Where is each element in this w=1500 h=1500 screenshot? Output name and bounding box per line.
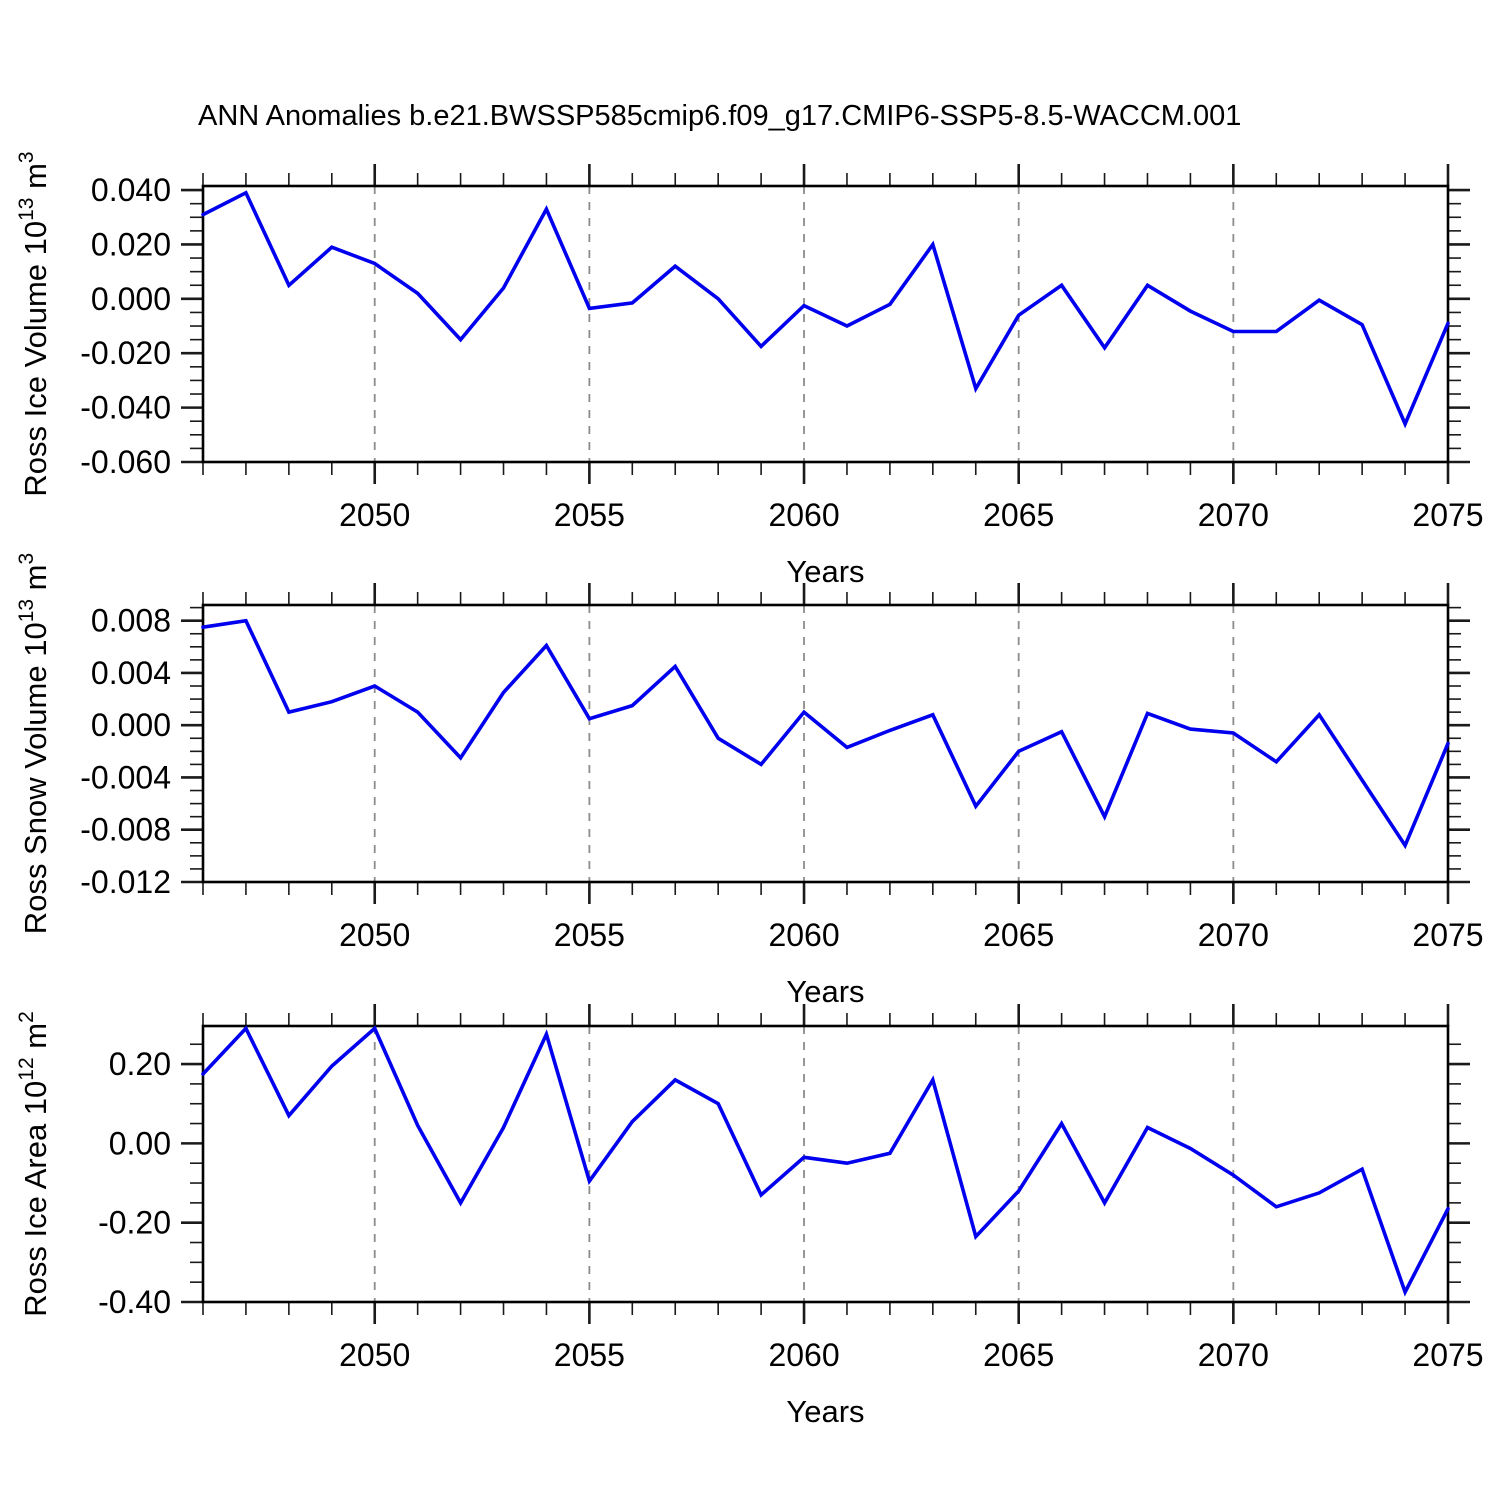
x-axis-tick-label: 2075 <box>1412 917 1483 953</box>
y-axis-tick-label: -0.008 <box>80 812 171 848</box>
x-axis-tick-label: 2065 <box>983 1337 1054 1373</box>
x-axis-tick-label: 2070 <box>1198 1337 1269 1373</box>
x-axis-tick-label: 2065 <box>983 497 1054 533</box>
panel-1-ross-ice-volume: 0.040 0.020 0.000 -0.020 -0.040 -0.060 2050 205… <box>15 151 1484 589</box>
x-axis-tick-label: 2065 <box>983 917 1054 953</box>
gridlines <box>373 186 1235 462</box>
x-axis-title: Years <box>786 1394 864 1429</box>
x-axis-tick-label: 2050 <box>339 917 410 953</box>
y-axis-tick-label: 0.20 <box>109 1046 171 1082</box>
y-axis-tick-label: -0.012 <box>80 864 171 900</box>
y-axis-tick-label: -0.004 <box>80 759 171 795</box>
x-axis-tick-label: 2070 <box>1198 917 1269 953</box>
x-axis-tick-label: 2050 <box>339 1337 410 1373</box>
x-axis-tick-label: 2060 <box>768 1337 839 1373</box>
y-axis-tick-label: -0.40 <box>98 1284 171 1320</box>
x-axis-tick-label: 2075 <box>1412 497 1483 533</box>
gridlines <box>373 605 1235 882</box>
panel-3-ross-ice-area: 0.20 0.00 -0.20 -0.40 2050 2055 2060 2065 2070 20… <box>15 1004 1484 1429</box>
chart-title: ANN Anomalies b.e21.BWSSP585cmip6.f09_g1… <box>198 100 1242 132</box>
y-axis-tick-label: 0.008 <box>91 603 171 639</box>
y-axis-title: Ross Ice Volume 1013 m3 <box>15 151 53 496</box>
plot-frame <box>201 184 1450 464</box>
x-axis-tick-label: 2050 <box>339 497 410 533</box>
y-axis-tick-label: 0.000 <box>91 281 171 317</box>
axis-ticks <box>181 1004 1470 1324</box>
x-axis-tick-label: 2060 <box>768 497 839 533</box>
plot-frame <box>201 1024 1450 1304</box>
y-axis-tick-label: -0.060 <box>80 444 171 480</box>
y-axis-tick-label: 0.000 <box>91 707 171 743</box>
axis-ticks <box>181 583 1470 904</box>
x-axis-tick-label: 2055 <box>554 917 625 953</box>
y-axis-title: Ross Ice Area 1012 m2 <box>15 1011 53 1317</box>
y-axis-tick-label: -0.20 <box>98 1205 171 1241</box>
x-axis-tick-label: 2070 <box>1198 497 1269 533</box>
data-line-ross-snow-volume <box>201 618 1450 850</box>
y-axis-tick-label: 0.020 <box>91 226 171 262</box>
y-axis-tick-label: 0.040 <box>91 172 171 208</box>
y-axis-tick-label: -0.020 <box>80 335 171 371</box>
gridlines <box>373 1026 1235 1302</box>
x-axis-tick-label: 2055 <box>554 1337 625 1373</box>
axis-ticks <box>181 164 1470 484</box>
x-axis-tick-label: 2060 <box>768 917 839 953</box>
panel-2-ross-snow-volume: 0.008 0.004 0.000 -0.004 -0.008 -0.012 2050 205… <box>15 553 1484 1009</box>
data-line-ross-ice-area <box>201 1025 1450 1297</box>
x-axis-tick-label: 2075 <box>1412 1337 1483 1373</box>
data-line-ross-ice-volume <box>201 190 1450 429</box>
x-axis-title: Years <box>786 974 864 1009</box>
plot-frame <box>201 603 1450 884</box>
y-axis-tick-label: 0.00 <box>109 1125 171 1161</box>
y-axis-tick-label: -0.040 <box>80 390 171 426</box>
x-axis-title: Years <box>786 554 864 589</box>
y-axis-title: Ross Snow Volume 1013 m3 <box>15 553 53 934</box>
y-axis-tick-label: 0.004 <box>91 655 171 691</box>
x-axis-tick-label: 2055 <box>554 497 625 533</box>
